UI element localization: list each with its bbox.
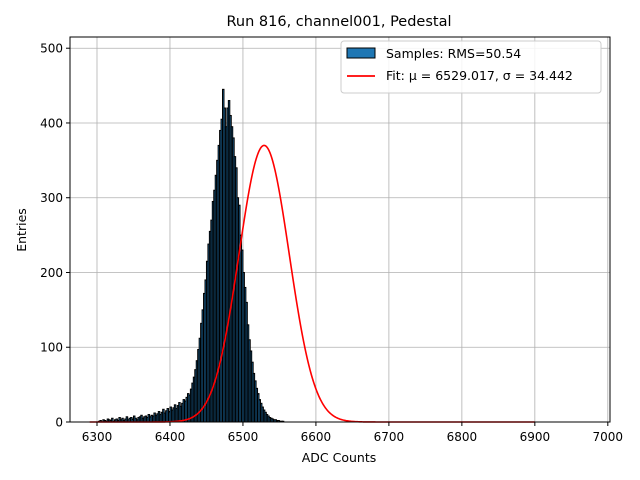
legend-box <box>340 40 602 94</box>
x-tick-label: 6400 <box>155 430 186 444</box>
x-tick-label: 6700 <box>374 430 405 444</box>
y-axis-label: Entries <box>14 208 29 252</box>
axes <box>69 36 611 423</box>
y-ticks: 0 100 200 300 400 500 <box>40 42 70 430</box>
legend-label-samples: Samples: RMS=50.54 <box>386 46 521 61</box>
y-tick-label: 400 <box>40 116 63 130</box>
legend-label-fit: Fit: μ = 6529.017, σ = 34.442 <box>386 68 573 83</box>
x-tick-label: 7000 <box>593 430 624 444</box>
x-tick-label: 6300 <box>82 430 113 444</box>
y-tick-label: 500 <box>40 42 63 56</box>
y-tick-label: 300 <box>40 191 63 205</box>
x-tick-label: 6600 <box>301 430 332 444</box>
legend: Samples: RMS=50.54 Fit: μ = 6529.017, σ … <box>340 40 602 94</box>
x-tick-label: 6500 <box>228 430 259 444</box>
plot-frame <box>69 36 611 423</box>
x-axis-label: ADC Counts <box>302 450 377 465</box>
x-tick-label: 6800 <box>447 430 478 444</box>
y-tick-label: 0 <box>55 416 63 430</box>
legend-swatch-samples <box>346 47 376 59</box>
chart-title: Run 816, channel001, Pedestal <box>226 14 451 30</box>
x-ticks: 6300 6400 6500 6600 6700 6800 6900 7000 <box>82 422 623 444</box>
x-tick-label: 6900 <box>520 430 551 444</box>
y-tick-label: 200 <box>40 266 63 280</box>
y-tick-label: 100 <box>40 341 63 355</box>
